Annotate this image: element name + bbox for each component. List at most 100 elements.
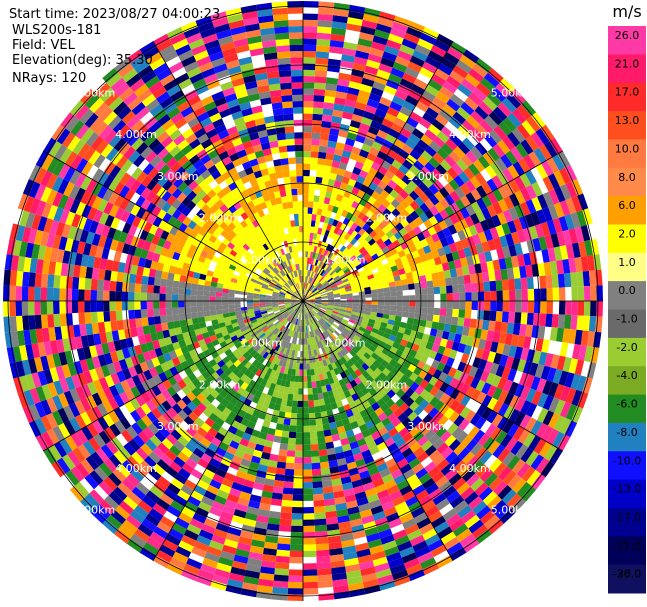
velocity-gate bbox=[168, 328, 177, 337]
velocity-gate bbox=[305, 344, 309, 351]
velocity-gate bbox=[428, 488, 443, 501]
velocity-gate bbox=[173, 372, 183, 383]
velocity-gate bbox=[49, 340, 59, 355]
velocity-gate bbox=[369, 213, 379, 222]
velocity-gate bbox=[203, 257, 212, 266]
velocity-gate bbox=[339, 273, 347, 280]
velocity-gate bbox=[320, 262, 325, 269]
velocity-gate bbox=[357, 358, 365, 366]
velocity-gate bbox=[291, 310, 296, 317]
velocity-gate bbox=[167, 215, 178, 226]
velocity-gate bbox=[231, 375, 241, 384]
velocity-gate bbox=[175, 546, 192, 558]
velocity-gate bbox=[90, 301, 97, 313]
velocity-gate bbox=[368, 356, 376, 364]
velocity-gate bbox=[405, 378, 415, 388]
velocity-gate bbox=[181, 385, 192, 396]
velocity-gate bbox=[282, 311, 288, 316]
velocity-gate bbox=[469, 413, 482, 426]
velocity-gate bbox=[292, 394, 299, 401]
velocity-gate bbox=[541, 425, 554, 442]
velocity-gate bbox=[373, 348, 382, 357]
velocity-gate bbox=[304, 325, 307, 333]
velocity-gate bbox=[261, 261, 268, 268]
velocity-gate bbox=[228, 304, 235, 309]
velocity-gate bbox=[233, 201, 242, 210]
velocity-gate bbox=[317, 568, 332, 576]
velocity-gate bbox=[385, 398, 395, 408]
velocity-gate bbox=[336, 316, 343, 321]
velocity-gate bbox=[268, 284, 276, 289]
velocity-gate bbox=[65, 313, 73, 326]
velocity-gate bbox=[289, 309, 295, 315]
velocity-gate bbox=[376, 344, 385, 353]
velocity-gate bbox=[389, 286, 397, 292]
velocity-gate bbox=[464, 514, 480, 529]
velocity-gate bbox=[317, 436, 326, 444]
velocity-gate bbox=[303, 182, 310, 189]
velocity-gate bbox=[323, 197, 331, 205]
velocity-gate bbox=[89, 97, 105, 113]
velocity-gate bbox=[126, 473, 140, 487]
velocity-gate bbox=[187, 372, 197, 382]
velocity-gate bbox=[116, 370, 126, 383]
velocity-gate bbox=[464, 73, 480, 88]
velocity-gate bbox=[492, 201, 503, 215]
velocity-gate bbox=[278, 304, 285, 308]
velocity-gate bbox=[433, 336, 442, 346]
velocity-gate bbox=[364, 290, 372, 295]
velocity-gate bbox=[402, 260, 410, 269]
velocity-gate bbox=[542, 380, 553, 396]
velocity-gate bbox=[85, 408, 98, 423]
velocity-gate bbox=[378, 221, 387, 230]
velocity-gate bbox=[411, 415, 423, 427]
velocity-gate bbox=[318, 254, 324, 261]
velocity-gate bbox=[327, 140, 337, 149]
velocity-gate bbox=[307, 213, 313, 221]
velocity-gate bbox=[209, 301, 216, 306]
velocity-gate bbox=[181, 506, 196, 519]
velocity-gate bbox=[303, 413, 310, 420]
velocity-gate bbox=[316, 562, 332, 570]
velocity-gate bbox=[310, 286, 316, 292]
velocity-gate bbox=[330, 402, 338, 410]
velocity-gate bbox=[344, 494, 357, 503]
velocity-gate bbox=[448, 439, 461, 452]
velocity-gate bbox=[181, 144, 193, 156]
velocity-gate bbox=[501, 366, 511, 380]
velocity-gate bbox=[98, 480, 113, 496]
velocity-gate bbox=[269, 262, 276, 269]
velocity-gate bbox=[310, 310, 315, 317]
velocity-gate bbox=[559, 401, 572, 418]
velocity-gate bbox=[247, 420, 256, 430]
velocity-gate bbox=[162, 411, 173, 423]
velocity-gate bbox=[312, 201, 319, 209]
velocity-gate bbox=[272, 580, 289, 589]
velocity-gate bbox=[508, 381, 519, 396]
velocity-gate bbox=[324, 285, 331, 290]
velocity-gate bbox=[303, 538, 316, 545]
velocity-gate bbox=[216, 287, 223, 293]
velocity-gate bbox=[75, 462, 90, 478]
velocity-gate bbox=[247, 371, 256, 380]
velocity-gate bbox=[228, 308, 236, 313]
velocity-gate bbox=[324, 313, 331, 318]
velocity-gate bbox=[303, 469, 313, 476]
velocity-gate bbox=[366, 245, 374, 254]
velocity-gate bbox=[290, 297, 297, 300]
velocity-gate bbox=[442, 364, 452, 375]
velocity-gate bbox=[184, 337, 193, 346]
velocity-gate bbox=[167, 272, 175, 281]
velocity-gate bbox=[192, 223, 202, 233]
velocity-gate bbox=[168, 265, 177, 274]
velocity-gate bbox=[501, 222, 511, 236]
velocity-gate bbox=[381, 473, 394, 484]
velocity-gate bbox=[274, 429, 283, 437]
velocity-gate bbox=[274, 351, 281, 359]
velocity-gate bbox=[453, 221, 463, 233]
velocity-gate bbox=[528, 151, 542, 167]
velocity-gate bbox=[531, 196, 543, 212]
velocity-gate bbox=[242, 315, 250, 321]
velocity-gate bbox=[347, 415, 357, 424]
velocity-gate bbox=[308, 296, 315, 300]
